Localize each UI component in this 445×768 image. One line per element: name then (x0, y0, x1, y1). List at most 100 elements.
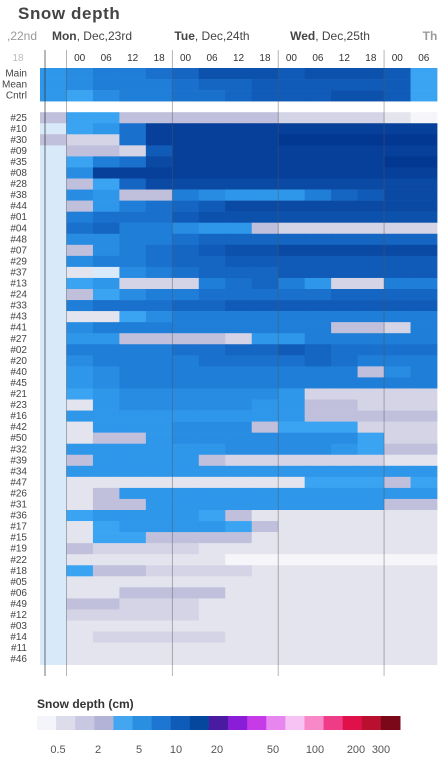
heat-cell (304, 399, 332, 411)
heat-cell (384, 355, 411, 367)
heat-cell (410, 134, 438, 146)
heat-cell (172, 167, 200, 179)
heat-cell (92, 421, 120, 433)
heat-cell (198, 576, 226, 588)
heat-cell (410, 233, 438, 246)
heat-cell (304, 532, 332, 544)
heat-cell (172, 487, 200, 500)
legend-swatch (247, 716, 267, 730)
heat-cell (198, 255, 226, 268)
heat-cell (119, 554, 147, 566)
heat-cell (410, 487, 438, 500)
heat-cell (40, 642, 67, 654)
heat-cell (172, 277, 200, 290)
row-label: #20 (10, 356, 27, 367)
heat-cell (92, 565, 120, 577)
heat-cell (40, 355, 67, 367)
heat-cell (119, 421, 147, 433)
heat-cell (119, 266, 147, 279)
heat-cell (119, 90, 147, 102)
heat-cell (119, 631, 147, 643)
legend-tick-label: 10 (170, 744, 182, 756)
heat-cell (198, 410, 226, 422)
heat-cell (198, 498, 226, 511)
heat-cell (384, 277, 411, 290)
heat-cell (119, 576, 147, 588)
heat-cell (119, 377, 147, 389)
heat-cell (40, 266, 67, 279)
heat-cell (357, 322, 385, 334)
heat-cell (119, 598, 147, 610)
heat-cell (66, 355, 94, 367)
heat-cell (92, 476, 120, 489)
heat-cell (119, 300, 147, 312)
heat-cell (225, 432, 253, 444)
heat-cell (66, 322, 94, 334)
heat-cell (225, 543, 253, 555)
heat-cell (145, 167, 173, 179)
heat-cell (384, 244, 411, 257)
heat-cell (384, 255, 411, 268)
heat-cell (119, 322, 147, 334)
heat-cell (145, 189, 173, 201)
heat-cell (119, 167, 147, 179)
row-label: #29 (10, 256, 27, 267)
heat-cell (145, 498, 173, 511)
row-label: #13 (10, 279, 27, 290)
heat-cell (410, 211, 438, 223)
heat-cell (172, 90, 200, 102)
heat-cell (145, 620, 173, 632)
heat-cell (40, 421, 67, 433)
heat-cell (410, 454, 438, 467)
heat-cell (304, 565, 332, 577)
heat-cell (251, 300, 279, 312)
heat-cell (331, 244, 358, 257)
heat-cell (92, 90, 120, 102)
heat-cell (304, 68, 332, 80)
heat-cell (304, 465, 332, 478)
chart-title: Snow depth (18, 4, 121, 23)
heat-cell (331, 388, 358, 400)
heat-cell (40, 244, 67, 257)
heat-cell (225, 255, 253, 268)
hour-tick-label: 12 (339, 53, 351, 64)
heat-cell (357, 465, 385, 478)
heat-cell (278, 277, 306, 290)
heat-cell (251, 366, 279, 378)
heat-cell (278, 554, 306, 566)
heat-cell (92, 388, 120, 400)
heat-cell (357, 653, 385, 665)
heat-cell (278, 200, 306, 212)
heat-cell (40, 311, 67, 323)
heat-cell (357, 355, 385, 367)
heat-cell (357, 421, 385, 433)
heat-cell (145, 543, 173, 555)
heat-cell (145, 145, 173, 157)
heat-cell (40, 454, 67, 467)
heat-cell (92, 521, 120, 533)
heat-cell (40, 498, 67, 511)
heat-cell (225, 653, 253, 665)
heat-cell (357, 289, 385, 301)
heat-cell (251, 609, 279, 621)
heat-cell (278, 476, 306, 489)
row-label: #05 (10, 577, 27, 588)
heat-cell (331, 79, 358, 91)
row-label: #38 (10, 190, 27, 201)
heat-cell (384, 543, 411, 555)
heat-cell (384, 366, 411, 378)
heat-cell (145, 399, 173, 411)
heat-cell (251, 532, 279, 544)
heat-cell (410, 421, 438, 433)
heat-cell (278, 465, 306, 478)
heat-cell (92, 454, 120, 467)
heat-cell (304, 554, 332, 566)
row-label: #16 (10, 411, 27, 422)
heat-cell (172, 587, 200, 599)
heat-cell (40, 532, 67, 544)
heat-cell (304, 620, 332, 632)
heat-cell (145, 565, 173, 577)
heat-cell (410, 300, 438, 312)
heat-cell (251, 222, 279, 235)
heat-cell (384, 300, 411, 312)
